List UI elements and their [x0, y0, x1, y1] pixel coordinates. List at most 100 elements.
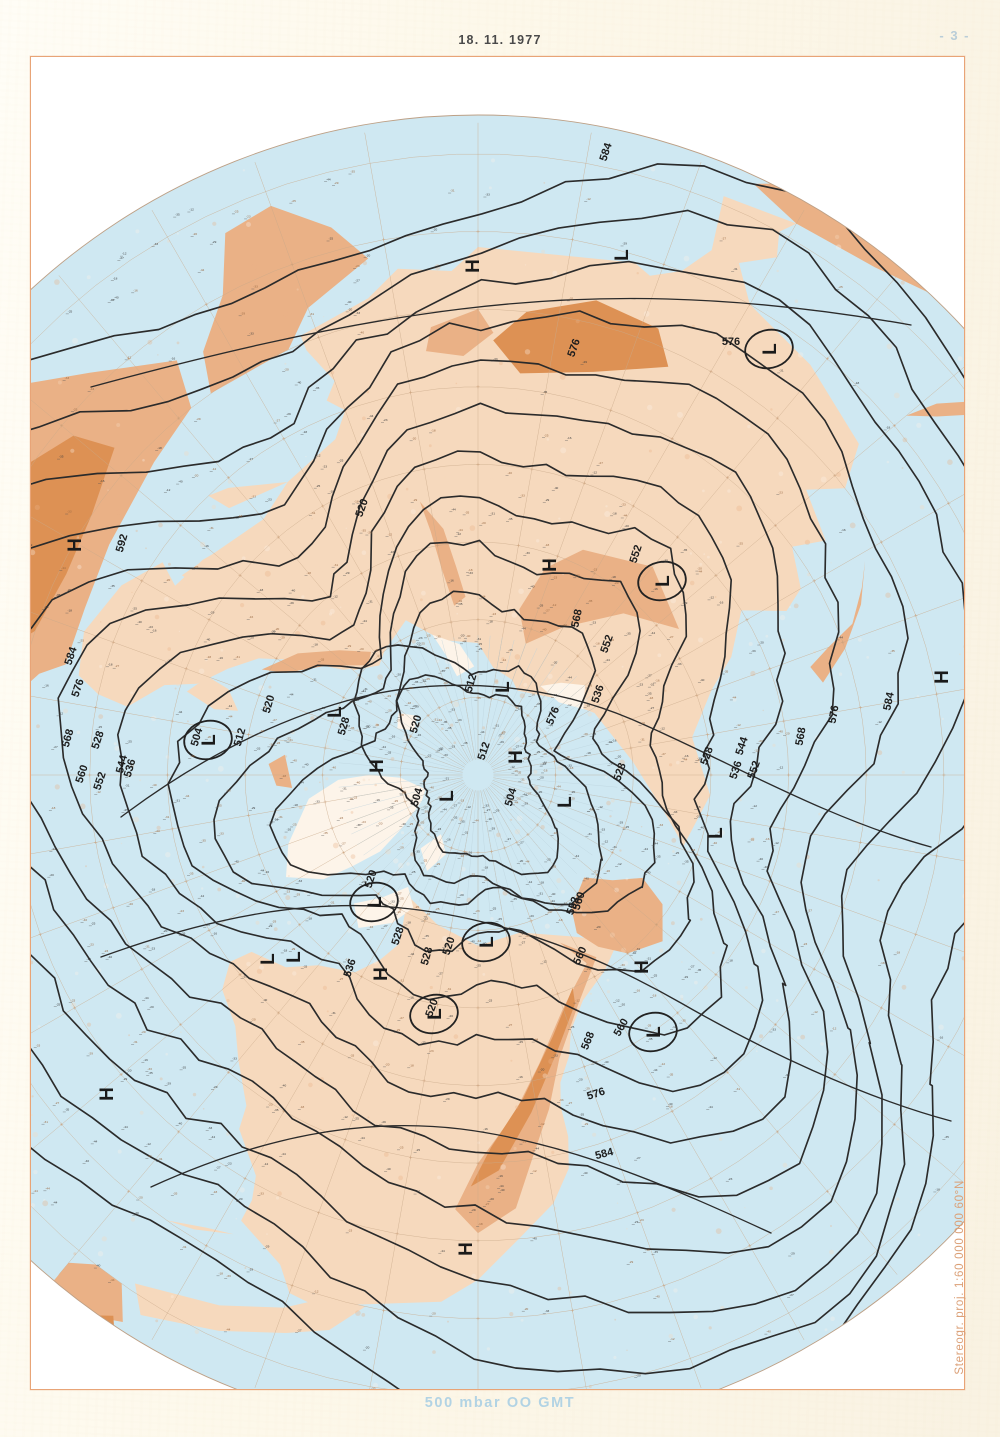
svg-text:-27: -27 — [453, 804, 458, 808]
svg-text:-18: -18 — [468, 568, 473, 572]
svg-text:-31: -31 — [209, 526, 214, 530]
svg-text:-33: -33 — [673, 810, 678, 814]
svg-text:-25: -25 — [80, 638, 85, 642]
svg-text:-40: -40 — [137, 620, 142, 624]
svg-text:-18: -18 — [542, 762, 547, 766]
svg-text:-20: -20 — [387, 708, 392, 712]
svg-text:-25: -25 — [653, 973, 658, 977]
svg-text:-31: -31 — [269, 743, 274, 747]
svg-text:-16: -16 — [204, 544, 209, 548]
svg-text:-25: -25 — [478, 647, 483, 651]
svg-text:-16: -16 — [390, 550, 395, 554]
svg-text:L: L — [258, 953, 279, 965]
svg-text:-18: -18 — [595, 642, 600, 646]
svg-text:-29: -29 — [67, 588, 72, 592]
svg-text:H: H — [932, 670, 953, 684]
svg-text:-20: -20 — [489, 1197, 494, 1201]
svg-text:-25: -25 — [56, 1002, 61, 1006]
svg-text:-20: -20 — [194, 473, 199, 477]
svg-text:-40: -40 — [359, 499, 364, 503]
svg-text:-18: -18 — [545, 543, 550, 547]
svg-text:-27: -27 — [269, 821, 274, 825]
svg-text:-18: -18 — [488, 619, 493, 623]
svg-text:-20: -20 — [433, 228, 438, 232]
svg-text:-29: -29 — [424, 809, 429, 813]
svg-text:-23: -23 — [361, 820, 366, 824]
svg-text:-25: -25 — [127, 739, 132, 743]
svg-text:-44: -44 — [525, 860, 530, 864]
svg-text:-16: -16 — [719, 601, 724, 605]
svg-text:-27: -27 — [722, 237, 727, 241]
svg-text:-23: -23 — [267, 497, 272, 501]
svg-text:-25: -25 — [546, 858, 551, 862]
svg-text:-44: -44 — [477, 939, 482, 943]
svg-text:-35: -35 — [424, 934, 429, 938]
svg-text:-27: -27 — [53, 745, 58, 749]
svg-text:-33: -33 — [493, 357, 498, 361]
svg-text:-12: -12 — [31, 543, 33, 547]
svg-text:-40: -40 — [360, 330, 365, 334]
svg-text:-35: -35 — [458, 602, 463, 606]
svg-text:-35: -35 — [217, 804, 222, 808]
svg-text:-27: -27 — [515, 745, 520, 749]
svg-text:-20: -20 — [624, 524, 629, 528]
svg-text:-40: -40 — [206, 638, 211, 642]
svg-text:-18: -18 — [586, 751, 591, 755]
svg-text:-18: -18 — [886, 426, 891, 430]
svg-text:-33: -33 — [253, 285, 258, 289]
svg-text:-16: -16 — [521, 932, 526, 936]
svg-text:-27: -27 — [521, 941, 526, 945]
svg-text:-33: -33 — [772, 1028, 777, 1032]
svg-text:-33: -33 — [36, 1043, 41, 1047]
svg-text:-29: -29 — [210, 610, 215, 614]
svg-text:-25: -25 — [482, 1388, 487, 1389]
svg-text:-23: -23 — [268, 1103, 273, 1107]
svg-text:-35: -35 — [375, 723, 380, 727]
svg-text:-12: -12 — [710, 596, 715, 600]
svg-text:-12: -12 — [388, 532, 393, 536]
svg-text:552: 552 — [745, 759, 763, 780]
svg-text:-40: -40 — [759, 857, 764, 861]
svg-text:-35: -35 — [182, 1066, 187, 1070]
svg-text:-16: -16 — [265, 870, 270, 874]
svg-text:-16: -16 — [518, 1075, 523, 1079]
svg-text:-44: -44 — [458, 528, 463, 532]
svg-text:520: 520 — [353, 497, 371, 518]
svg-text:-23: -23 — [355, 264, 360, 268]
svg-text:-44: -44 — [326, 177, 331, 181]
svg-text:H: H — [632, 960, 653, 974]
svg-text:-33: -33 — [205, 923, 210, 927]
svg-text:-27: -27 — [355, 279, 360, 283]
svg-text:-44: -44 — [562, 623, 567, 627]
svg-text:-27: -27 — [486, 808, 491, 812]
svg-text:-16: -16 — [588, 684, 593, 688]
svg-text:-25: -25 — [420, 641, 425, 645]
svg-text:-35: -35 — [315, 386, 320, 390]
svg-text:-29: -29 — [196, 417, 201, 421]
svg-text:-18: -18 — [668, 1105, 673, 1109]
svg-text:-27: -27 — [438, 972, 443, 976]
svg-text:-31: -31 — [569, 297, 574, 301]
svg-text:576: 576 — [585, 1086, 606, 1103]
svg-text:-44: -44 — [442, 808, 447, 812]
svg-text:568: 568 — [60, 728, 77, 749]
svg-text:-16: -16 — [409, 995, 414, 999]
svg-text:-23: -23 — [383, 418, 388, 422]
svg-text:-20: -20 — [287, 828, 292, 832]
svg-text:-27: -27 — [216, 1166, 221, 1170]
svg-text:-31: -31 — [505, 794, 510, 798]
svg-text:-35: -35 — [669, 1073, 674, 1077]
svg-text:-12: -12 — [122, 252, 127, 256]
svg-text:-23: -23 — [323, 465, 328, 469]
svg-text:-18: -18 — [652, 993, 657, 997]
svg-text:-18: -18 — [569, 766, 574, 770]
svg-text:-44: -44 — [123, 1125, 128, 1129]
svg-text:-23: -23 — [803, 942, 808, 946]
svg-text:568: 568 — [569, 608, 585, 628]
svg-text:-16: -16 — [260, 729, 265, 733]
svg-text:-12: -12 — [567, 703, 572, 707]
svg-text:-23: -23 — [751, 770, 756, 774]
svg-text:-12: -12 — [189, 208, 194, 212]
weather-map[interactable]: -12 -27 -27 -33 -12 -44 -44 -25 -23 -18 -27 -44 -31 -… — [31, 57, 964, 1389]
svg-text:-29: -29 — [585, 1086, 590, 1090]
